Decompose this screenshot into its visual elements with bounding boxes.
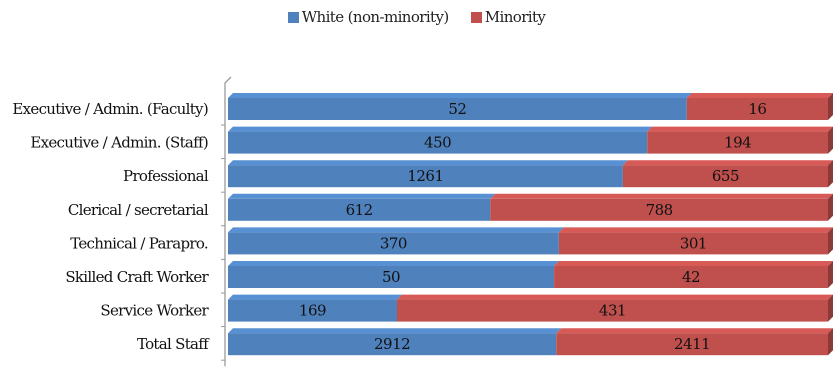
bar-segment-white — [228, 261, 560, 288]
bar-side-face — [828, 160, 833, 188]
data-label: 42 — [682, 268, 700, 286]
bar-top-face — [228, 126, 653, 132]
bar-top-face — [228, 328, 562, 334]
bar-top-face — [686, 93, 833, 98]
data-label: 655 — [712, 167, 739, 185]
category-label: Clerical / secretarial — [68, 201, 209, 219]
legend-swatch-white — [287, 12, 299, 23]
bar-front-face — [622, 165, 828, 188]
data-label: 612 — [346, 201, 373, 219]
bar-segment-white — [228, 227, 564, 255]
bar-segment-minority — [647, 126, 833, 154]
data-label: 431 — [599, 302, 626, 320]
bar-side-face — [828, 328, 833, 356]
bar-front-face — [647, 131, 828, 154]
bar-segment-white — [228, 160, 628, 188]
data-label: 52 — [448, 100, 466, 118]
bar-front-face — [558, 232, 828, 255]
bar-front-face — [556, 333, 828, 356]
bar-side-face — [828, 193, 833, 221]
legend-label-minority: Minority — [484, 8, 546, 26]
category-label: Professional — [123, 167, 209, 185]
axis-layer — [221, 76, 232, 367]
bar-top-face — [490, 193, 833, 199]
bar-segment-minority — [556, 328, 833, 356]
category-label: Technical / Parapro. — [70, 234, 208, 252]
bar-top-face — [622, 160, 833, 166]
bar-segment-minority — [554, 261, 833, 288]
bar-side-face — [828, 93, 833, 120]
bar-top-face — [558, 227, 833, 233]
bar-top-face — [228, 227, 564, 233]
bar-top-face — [397, 294, 833, 300]
data-label: 1261 — [407, 167, 443, 185]
bar-front-face — [228, 198, 491, 221]
bar-top-face — [556, 328, 833, 334]
category-label: Service Worker — [100, 302, 209, 320]
bar-side-face — [828, 126, 833, 154]
category-label: Executive / Admin. (Faculty) — [12, 100, 208, 118]
legend-item-white: White (non-minority) — [287, 8, 449, 26]
bar-front-face — [490, 198, 828, 221]
data-label: 301 — [680, 234, 707, 252]
bar-top-face — [228, 93, 692, 98]
bar-front-face — [228, 165, 623, 188]
labels-layer: Executive / Admin. (Faculty) 52 16 Executiv… — [12, 100, 767, 353]
bar-top-face — [228, 160, 628, 166]
bar-front-face — [554, 266, 828, 288]
data-label: 788 — [646, 201, 673, 219]
category-label: Total Staff — [137, 335, 210, 353]
bar-top-face — [228, 261, 560, 266]
data-label: 169 — [299, 302, 326, 320]
bar-top-face — [228, 193, 496, 199]
data-label: 370 — [380, 234, 407, 252]
bar-segment-minority — [397, 294, 833, 322]
data-label: 194 — [724, 134, 751, 152]
bar-side-face — [828, 227, 833, 255]
bar-front-face — [228, 266, 555, 288]
bar-segment-minority — [622, 160, 833, 188]
bar-segment-white — [228, 328, 562, 356]
category-axis-line — [224, 76, 232, 367]
data-label: 2912 — [374, 335, 410, 353]
bar-side-face — [828, 294, 833, 322]
bar-front-face — [228, 299, 397, 322]
legend: White (non-minority) Minority — [0, 8, 833, 26]
bar-front-face — [397, 299, 828, 322]
bar-front-face — [686, 98, 828, 120]
bar-segment-white — [228, 126, 653, 154]
bar-segment-minority — [558, 227, 833, 255]
bar-segment-white — [228, 193, 496, 221]
legend-item-minority: Minority — [470, 8, 546, 26]
bar-top-face — [647, 126, 833, 132]
bar-segment-white — [228, 294, 402, 322]
data-label: 2411 — [674, 335, 710, 353]
bar-top-face — [228, 294, 402, 300]
category-label: Executive / Admin. (Staff) — [30, 134, 208, 152]
bar-segment-white — [228, 93, 692, 120]
bar-top-face — [554, 261, 833, 266]
bar-front-face — [228, 98, 687, 120]
data-label: 16 — [748, 100, 766, 118]
data-label: 450 — [424, 134, 451, 152]
data-label: 50 — [382, 268, 400, 286]
category-label: Skilled Craft Worker — [65, 268, 209, 286]
bar-side-face — [828, 261, 833, 288]
bar-front-face — [228, 131, 648, 154]
bar-front-face — [228, 232, 559, 255]
bar-segment-minority — [490, 193, 833, 221]
bar-segment-minority — [686, 93, 833, 120]
bar-front-face — [228, 333, 557, 356]
legend-label-white: White (non-minority) — [301, 8, 449, 26]
legend-swatch-minority — [470, 12, 482, 23]
bars-layer — [228, 93, 833, 356]
